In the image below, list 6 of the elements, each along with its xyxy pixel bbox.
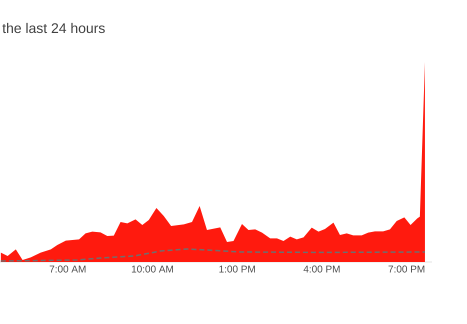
x-tick-label: 7:00 PM [388,266,424,273]
chart-title: the last 24 hours [2,22,105,34]
x-tick-label: 4:00 PM [304,266,340,273]
x-tick-label: 1:00 PM [219,266,255,273]
x-tick-label: 7:00 AM [50,266,86,273]
x-tick-label: 10:00 AM [132,266,173,273]
